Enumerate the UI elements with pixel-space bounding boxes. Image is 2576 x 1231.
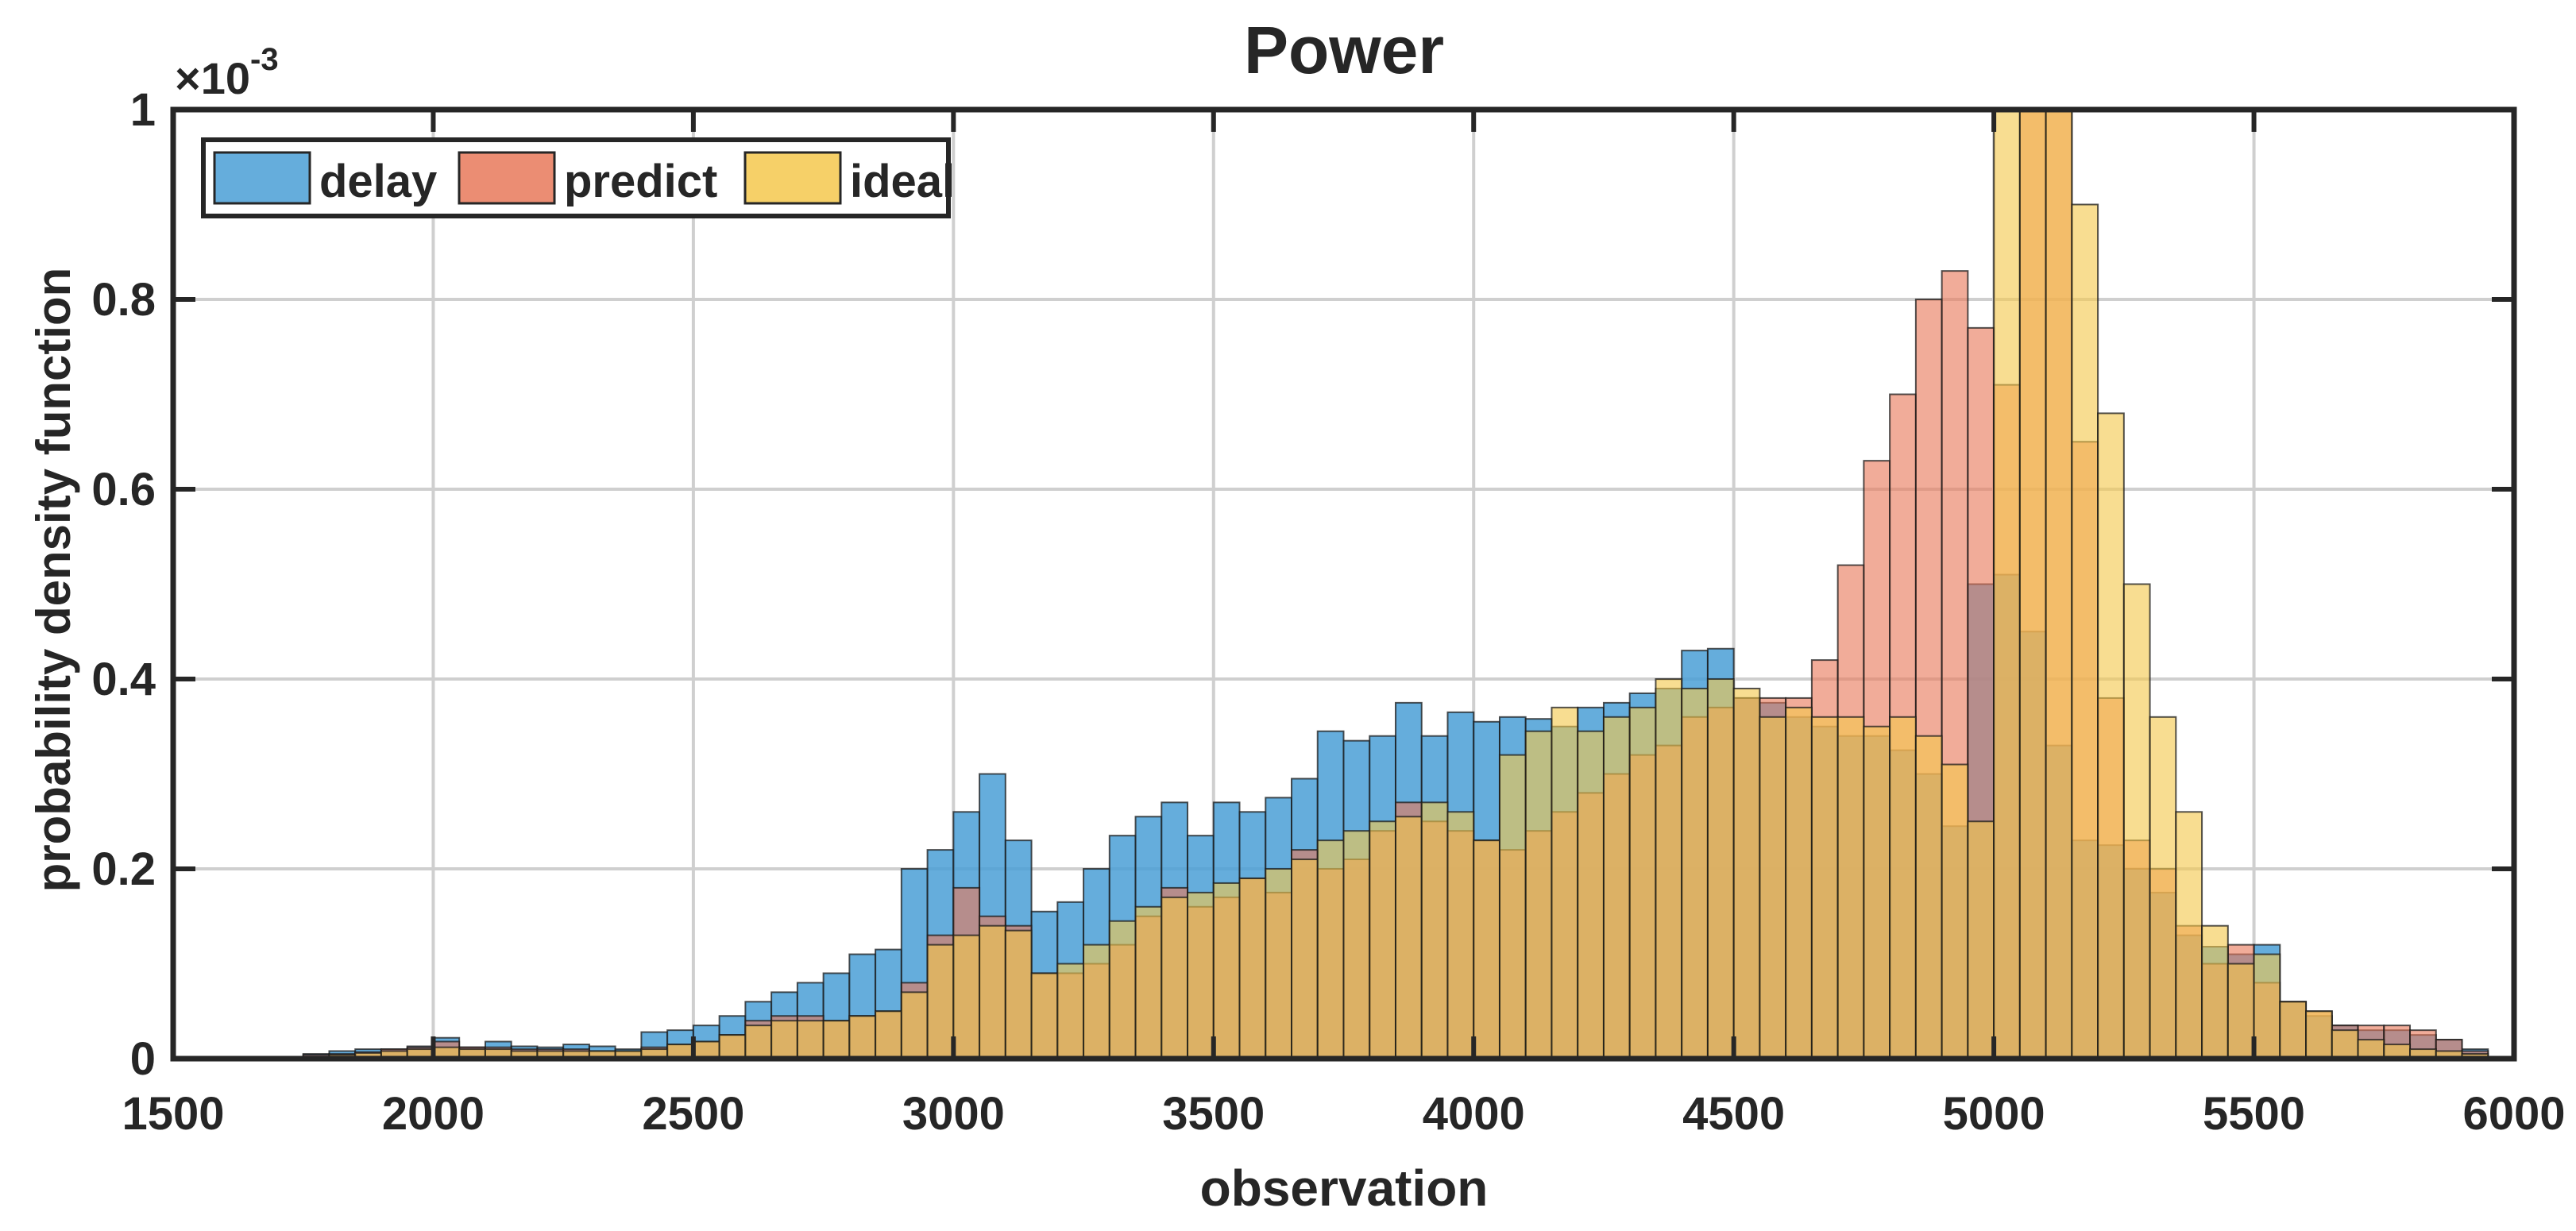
x-tick-label: 6000 — [2462, 1088, 2565, 1140]
bar-ideal — [900, 991, 929, 1059]
bar-ideal — [1889, 716, 1917, 1059]
bar-ideal — [1394, 816, 1423, 1059]
bar-ideal — [1681, 687, 1709, 1059]
bar-ideal — [2253, 953, 2281, 1059]
bar-ideal — [1316, 839, 1345, 1059]
y-tick-label: 1 — [130, 84, 156, 136]
bar-ideal — [979, 924, 1006, 1059]
legend-swatch-ideal — [743, 151, 842, 205]
bar-ideal — [1161, 896, 1189, 1059]
x-tick-label: 4000 — [1423, 1088, 1525, 1140]
bar-ideal — [718, 1034, 747, 1059]
y-tick-label: 0.6 — [91, 464, 156, 515]
bar-ideal — [822, 1020, 851, 1059]
bar-ideal — [1706, 678, 1735, 1059]
legend-label-delay: delay — [319, 156, 437, 207]
bar-ideal — [1265, 868, 1293, 1059]
legend-label-predict: predict — [564, 156, 717, 207]
bar-ideal — [1212, 882, 1241, 1059]
bar-ideal — [2097, 412, 2125, 1059]
x-tick-label: 3000 — [902, 1088, 1005, 1140]
bar-ideal — [1004, 929, 1033, 1059]
bar-ideal — [1628, 706, 1657, 1059]
bar-ideal — [1863, 725, 1891, 1059]
x-tick-label: 5500 — [2203, 1088, 2305, 1140]
bar-ideal — [2201, 924, 2229, 1059]
x-tick-label: 3500 — [1162, 1088, 1265, 1140]
y-tick-label: 0 — [130, 1033, 156, 1085]
bar-ideal — [1577, 730, 1605, 1059]
bar-ideal — [2357, 1039, 2385, 1059]
bar-ideal — [770, 1020, 798, 1059]
bar-ideal — [796, 1020, 825, 1059]
bar-ideal — [1446, 811, 1475, 1059]
series-ideal — [276, 110, 2489, 1059]
x-axis-label: observation — [1200, 1160, 1489, 1217]
legend-swatch-predict — [458, 151, 556, 205]
y-tick-label: 0.2 — [91, 843, 156, 895]
bar-ideal — [1473, 839, 1500, 1059]
bar-ideal — [1291, 859, 1319, 1059]
legend-swatch-delay — [213, 151, 311, 205]
bar-ideal — [1420, 801, 1449, 1059]
bar-ideal — [926, 944, 955, 1059]
x-tick-label: 1500 — [122, 1088, 224, 1140]
bar-ideal — [1108, 920, 1137, 1059]
bar-ideal — [952, 934, 981, 1059]
bar-ideal — [1967, 820, 1995, 1059]
x-tick-label: 4500 — [1682, 1088, 1785, 1140]
bar-ideal — [1993, 110, 2021, 1059]
histogram-bars — [276, 110, 2489, 1059]
bar-ideal — [1655, 678, 1683, 1059]
legend: delay predict ideal — [201, 137, 955, 218]
bar-ideal — [2071, 203, 2099, 1059]
y-axis-label: probability density function — [27, 268, 80, 893]
bar-ideal — [1941, 763, 1969, 1059]
bar-ideal — [1836, 716, 1865, 1059]
chart-title: Power — [1244, 13, 1444, 87]
bar-ideal — [875, 1010, 902, 1059]
bar-ideal — [1030, 972, 1059, 1059]
bar-ideal — [1759, 716, 1787, 1059]
legend-label-ideal: ideal — [850, 156, 955, 207]
bar-ideal — [1551, 706, 1579, 1059]
bar-ideal — [1602, 716, 1631, 1059]
bar-ideal — [2045, 110, 2073, 1059]
tick-labels: 1500 2000 2500 3000 3500 4000 4500 5000 5500 6000… — [91, 84, 2565, 1140]
x-tick-label: 2000 — [382, 1088, 485, 1140]
bar-ideal — [1498, 754, 1527, 1059]
bar-ideal — [1056, 963, 1085, 1059]
y-exponent-label: ×10-3 — [175, 42, 279, 103]
bar-ideal — [2122, 583, 2151, 1059]
axes-box — [170, 106, 2517, 1062]
bar-ideal — [2149, 716, 2177, 1059]
y-tick-label: 0.4 — [91, 654, 156, 705]
bar-ideal — [2331, 1029, 2359, 1059]
bar-ideal — [2175, 811, 2203, 1059]
bar-ideal — [2305, 1010, 2333, 1059]
bar-ideal — [1083, 944, 1110, 1059]
bar-ideal — [1914, 735, 1943, 1059]
bar-ideal — [1810, 716, 1839, 1059]
bar-ideal — [1732, 687, 1761, 1059]
x-tick-label: 5000 — [1943, 1088, 2045, 1140]
x-tick-label: 2500 — [642, 1088, 744, 1140]
bar-ideal — [1524, 730, 1553, 1059]
bar-ideal — [2018, 110, 2047, 1059]
bar-ideal — [1369, 820, 1396, 1059]
axes — [170, 106, 2517, 1062]
bar-ideal — [848, 1015, 877, 1059]
bar-ideal — [1134, 905, 1163, 1059]
bar-ideal — [2226, 963, 2255, 1059]
bar-ideal — [1785, 706, 1813, 1059]
bar-ideal — [1238, 877, 1267, 1059]
bar-ideal — [2279, 1001, 2308, 1059]
bar-ideal — [744, 1025, 773, 1059]
y-tick-label: 0.8 — [91, 274, 156, 326]
bar-ideal — [1187, 891, 1215, 1059]
bar-ideal — [1342, 830, 1371, 1059]
